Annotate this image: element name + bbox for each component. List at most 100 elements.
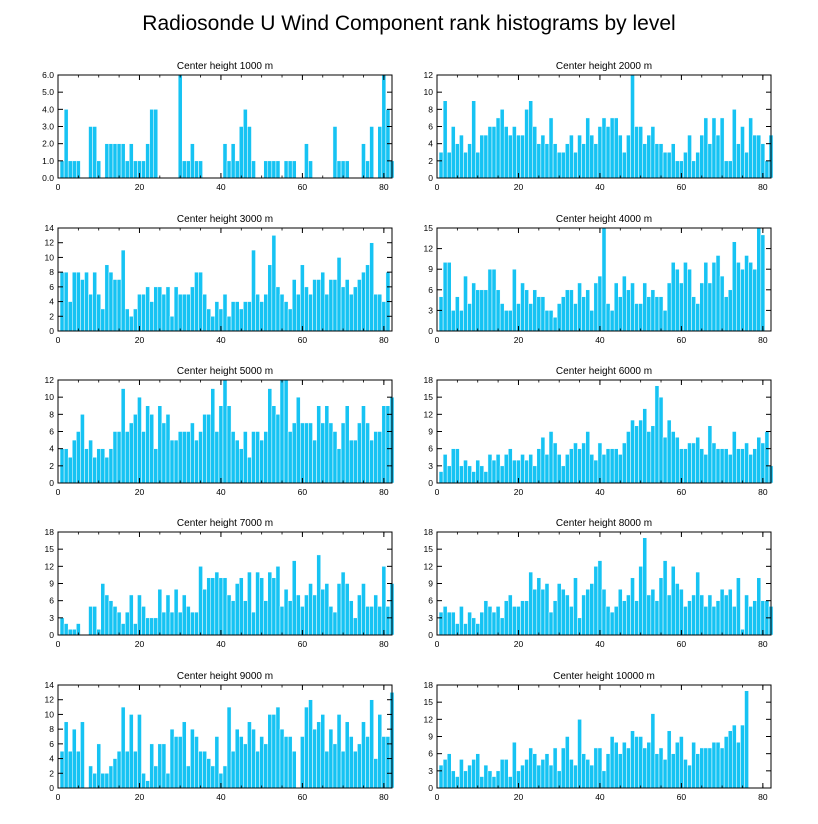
histogram-bar [328, 279, 334, 332]
y-tick-label: 8 [49, 724, 54, 734]
x-tick-label: 80 [758, 182, 768, 192]
figure-title: Radiosonde U Wind Component rank histogr… [142, 12, 675, 35]
histogram-bar [605, 448, 611, 484]
histogram-bar [181, 431, 187, 484]
y-tick-label: 0.0 [42, 173, 54, 183]
histogram-bar [206, 758, 211, 789]
histogram-bar [271, 577, 277, 636]
histogram-bar [304, 594, 309, 636]
histogram-bar [141, 773, 146, 789]
histogram-bar [683, 448, 688, 484]
histogram-bar [479, 776, 485, 789]
histogram-bar [585, 431, 590, 484]
histogram-bar [463, 275, 468, 332]
histogram-bar [687, 600, 692, 636]
histogram-bar [181, 594, 187, 636]
histogram-bar [528, 303, 533, 332]
histogram-bar [291, 160, 297, 179]
histogram-bar [683, 152, 688, 179]
histogram-bar [336, 160, 342, 179]
histogram-bar [495, 606, 501, 636]
histogram-bar [169, 728, 175, 789]
histogram-bar [377, 606, 383, 636]
histogram-bar [532, 126, 538, 179]
histogram-bar [59, 160, 65, 179]
histogram-bar [186, 293, 191, 332]
histogram-bar [487, 126, 493, 179]
histogram-bar [243, 431, 248, 484]
histogram-bar [609, 117, 615, 179]
histogram-bar [609, 611, 615, 636]
histogram-bar [601, 117, 607, 179]
histogram-bar [723, 736, 729, 789]
histogram-bar [650, 126, 656, 179]
histogram-bar [324, 405, 330, 484]
histogram-bar [560, 465, 566, 484]
histogram-bar [67, 750, 73, 789]
histogram-bar [642, 747, 648, 789]
histogram-bar [336, 714, 342, 789]
histogram-bar [736, 741, 741, 789]
histogram-bar [707, 282, 713, 332]
histogram-bar [357, 279, 362, 332]
histogram-bar [348, 600, 354, 636]
histogram-bar [467, 611, 472, 636]
x-tick-label: 60 [298, 487, 308, 497]
histogram-bar [129, 143, 134, 179]
histogram-bar [520, 282, 525, 332]
histogram-bar [687, 134, 692, 179]
histogram-bar [100, 308, 106, 332]
histogram-bar [670, 431, 676, 484]
x-tick-label: 0 [56, 639, 61, 649]
histogram-bar [63, 109, 69, 179]
y-tick-label: 10 [45, 252, 55, 262]
histogram-bar [84, 448, 89, 484]
x-tick-label: 40 [595, 639, 605, 649]
histogram-bar [622, 275, 627, 332]
histogram-bar [487, 606, 493, 636]
x-tick-label: 0 [435, 487, 440, 497]
histogram-bar [528, 454, 533, 484]
histogram-bar [263, 743, 269, 789]
histogram-bar [560, 747, 566, 789]
histogram-bar [752, 600, 757, 636]
panel-title: Center height 6000 m [556, 366, 652, 377]
histogram-bar [365, 422, 370, 484]
histogram-bar [169, 439, 175, 484]
histogram-bar [116, 143, 122, 179]
histogram-bar [495, 117, 501, 179]
histogram-bar [243, 600, 248, 636]
histogram-bar [569, 606, 574, 636]
histogram-bar [744, 594, 749, 636]
histogram-bar [255, 571, 260, 636]
histogram-panel: Center height 9000 m 0 2 4 6 8 10 12 14 0 20 40 60 80 [45, 671, 395, 802]
histogram-bar [654, 296, 660, 332]
histogram-bar [133, 160, 138, 179]
y-tick-label: 3 [428, 613, 433, 623]
histogram-bar [463, 459, 468, 484]
histogram-bar [634, 736, 639, 789]
histogram-bar [194, 160, 199, 179]
histogram-bar [556, 770, 562, 789]
histogram-panel: Center height 8000 m 0 3 6 9 12 15 18 0 20 40 60 80 [424, 518, 774, 649]
histogram-bar [650, 289, 656, 332]
histogram-bar [116, 279, 122, 332]
histogram-bar [332, 611, 338, 636]
histogram-bar [483, 764, 489, 789]
histogram-bar [243, 743, 248, 789]
histogram-bar [589, 583, 595, 636]
x-tick-label: 0 [56, 792, 61, 802]
histogram-bar [336, 448, 342, 484]
histogram-bar [516, 134, 521, 179]
histogram-bar [467, 764, 472, 789]
histogram-bar [251, 160, 256, 179]
histogram-bar [344, 405, 350, 484]
histogram-bar [503, 600, 509, 636]
histogram-bar [499, 465, 505, 484]
histogram-bar [638, 566, 643, 636]
histogram-bar [760, 143, 766, 179]
histogram-bar [691, 442, 696, 484]
histogram-bar [222, 143, 228, 179]
histogram-bar [283, 379, 289, 484]
histogram-bar [552, 143, 558, 179]
